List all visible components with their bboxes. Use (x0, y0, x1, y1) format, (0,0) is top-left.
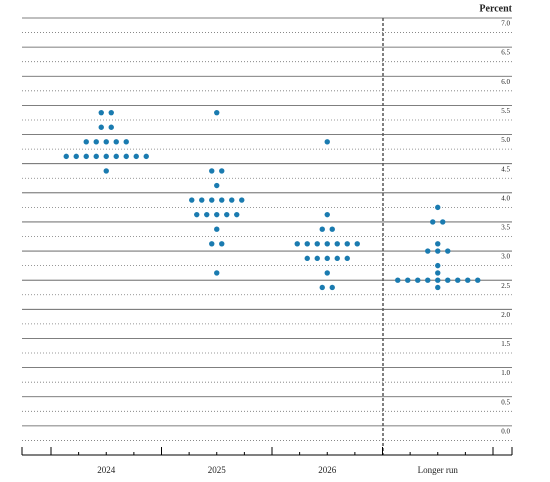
dot (103, 139, 109, 145)
y-tick-label: 6.0 (501, 78, 510, 86)
dot (113, 153, 119, 160)
dot (214, 226, 220, 232)
dot (209, 241, 215, 247)
y-tick-label: 5.0 (501, 136, 510, 144)
dot (435, 248, 441, 254)
dot (214, 211, 220, 218)
y-tick-label: 5.5 (501, 107, 510, 115)
dot (93, 139, 99, 145)
dot (314, 241, 320, 247)
y-tick-label: 7.0 (501, 20, 510, 28)
dot (425, 277, 431, 283)
dot (415, 277, 421, 283)
dot (103, 153, 109, 160)
dot (314, 255, 320, 262)
dot (445, 277, 451, 283)
dot (435, 270, 441, 276)
dot (329, 226, 335, 232)
dot (108, 109, 114, 116)
dot (229, 197, 235, 203)
dot (354, 241, 360, 247)
dot (324, 211, 330, 218)
dot (324, 139, 330, 145)
dot (204, 211, 210, 218)
dot (209, 168, 215, 174)
dot (108, 124, 114, 130)
dot (435, 204, 441, 211)
dot (344, 255, 350, 262)
x-tick-label: Longer run (418, 465, 459, 475)
y-tick-label: 2.0 (501, 311, 510, 319)
dot (143, 153, 149, 160)
dot (189, 197, 195, 203)
y-tick-label: 2.5 (501, 282, 510, 290)
dot (93, 153, 99, 160)
dot (294, 241, 300, 247)
dot (324, 270, 330, 276)
y-tick-label: 1.5 (501, 340, 510, 348)
dot (440, 219, 446, 225)
dot (123, 139, 129, 145)
dot (239, 197, 245, 203)
dot (344, 241, 350, 247)
dot (83, 139, 89, 145)
dot (455, 277, 461, 283)
y-tick-label: 1.0 (501, 369, 510, 377)
dot (103, 168, 109, 174)
dot (435, 284, 441, 291)
dot (304, 241, 310, 247)
dot (405, 277, 411, 283)
dot (475, 277, 481, 283)
dot (329, 284, 335, 291)
dot (319, 284, 325, 291)
y-tick-label: 4.0 (501, 194, 510, 202)
x-tick-label: 2024 (97, 465, 116, 475)
y-tick-label: 6.5 (501, 49, 510, 57)
x-tick-label: 2025 (208, 465, 227, 475)
dot (123, 153, 129, 160)
dot (113, 139, 119, 145)
dot (224, 211, 230, 218)
y-tick-label: 3.5 (501, 224, 510, 232)
dot (319, 226, 325, 232)
y-tick-label: 3.0 (501, 253, 510, 261)
dot (304, 255, 310, 262)
y-tick-label: 0.0 (501, 427, 510, 435)
dot (219, 168, 225, 174)
x-tick-label: 2026 (318, 465, 337, 475)
y-tick-label: 4.5 (501, 165, 510, 173)
dot (98, 124, 104, 130)
dot (435, 277, 441, 283)
dot (324, 255, 330, 262)
dot (234, 211, 240, 218)
dot (98, 109, 104, 116)
dot (435, 262, 441, 269)
dot (194, 211, 200, 218)
dot (133, 153, 139, 160)
dot (63, 153, 69, 160)
dot (83, 153, 89, 160)
dot (214, 182, 220, 189)
dot (430, 219, 436, 225)
dot (219, 197, 225, 203)
dot (435, 241, 441, 247)
dot (219, 241, 225, 247)
dot (214, 270, 220, 276)
dot (209, 197, 215, 203)
dot (425, 248, 431, 254)
dot (334, 241, 340, 247)
dot (334, 255, 340, 262)
dot (395, 277, 401, 283)
dot (199, 197, 205, 203)
y-tick-label: 0.5 (501, 398, 510, 406)
dot (73, 153, 79, 160)
unit-label: Percent (479, 3, 512, 14)
dot (324, 241, 330, 247)
dot (214, 109, 220, 116)
dot (445, 248, 451, 254)
dot (465, 277, 471, 283)
